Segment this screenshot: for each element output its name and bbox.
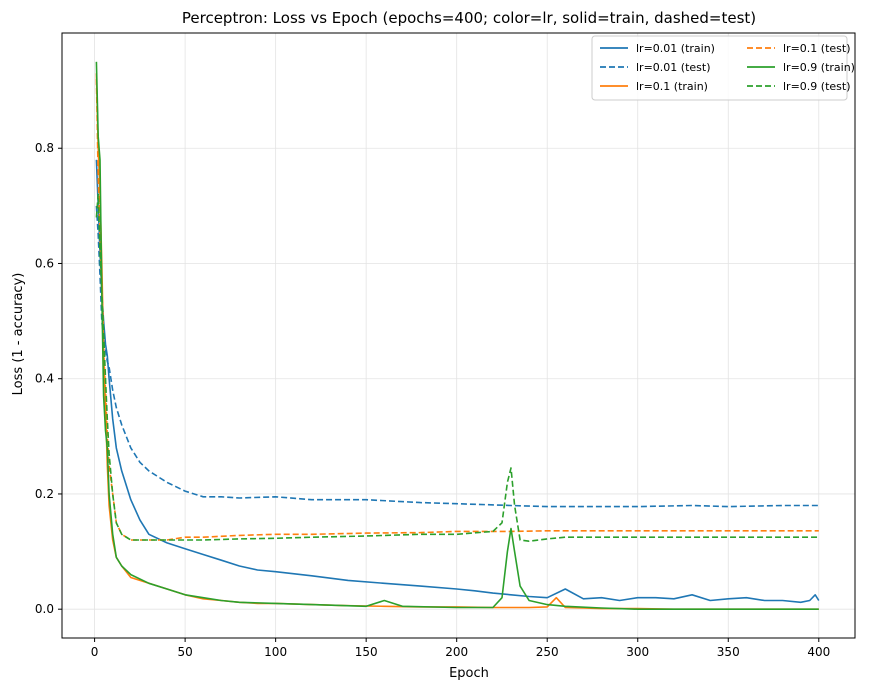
legend-label: lr=0.1 (train) <box>636 80 708 93</box>
series-line-5 <box>95 193 819 543</box>
y-axis-label: Loss (1 - accuracy) <box>11 273 26 396</box>
legend-label: lr=0.01 (train) <box>636 42 715 55</box>
legend-box <box>591 35 848 101</box>
series-lines <box>95 61 820 611</box>
x-tick-label: 200 <box>445 645 468 659</box>
x-tick-label: 0 <box>91 645 99 659</box>
series-line-1 <box>95 205 819 508</box>
legend: lr=0.01 (train) lr=0.01 (test) lr=0.1 (tra… <box>591 35 855 101</box>
series-line-2 <box>95 73 819 611</box>
x-tick-label: 400 <box>807 645 830 659</box>
series-line-0 <box>95 159 820 604</box>
legend-label: lr=0.1 (test) <box>783 42 851 55</box>
plot-frame <box>61 32 856 639</box>
x-tick-label: 150 <box>355 645 378 659</box>
chart-title: Perceptron: Loss vs Epoch (epochs=400; c… <box>182 9 756 27</box>
legend-label: lr=0.9 (test) <box>783 80 851 93</box>
legend-label: lr=0.01 (test) <box>636 61 711 74</box>
legend-label: lr=0.9 (train) <box>783 61 855 74</box>
axes: 0 50 100 150 200 250 300 350 400 0.0 0.2 0.4 0.6 0.8 <box>35 32 856 659</box>
x-tick-label: 300 <box>626 645 649 659</box>
x-tick-label: 350 <box>717 645 740 659</box>
y-tick-label: 0.2 <box>35 487 54 501</box>
y-tick-label: 0.8 <box>35 141 54 155</box>
x-tick-label: 100 <box>264 645 287 659</box>
series-line-4 <box>95 61 819 611</box>
x-tick-label: 50 <box>177 645 192 659</box>
y-tick-label: 0.0 <box>35 602 54 616</box>
x-tick-label: 250 <box>536 645 559 659</box>
y-tick-label: 0.6 <box>35 256 54 270</box>
x-axis-label: Epoch <box>449 666 489 681</box>
y-tick-label: 0.4 <box>35 372 54 386</box>
